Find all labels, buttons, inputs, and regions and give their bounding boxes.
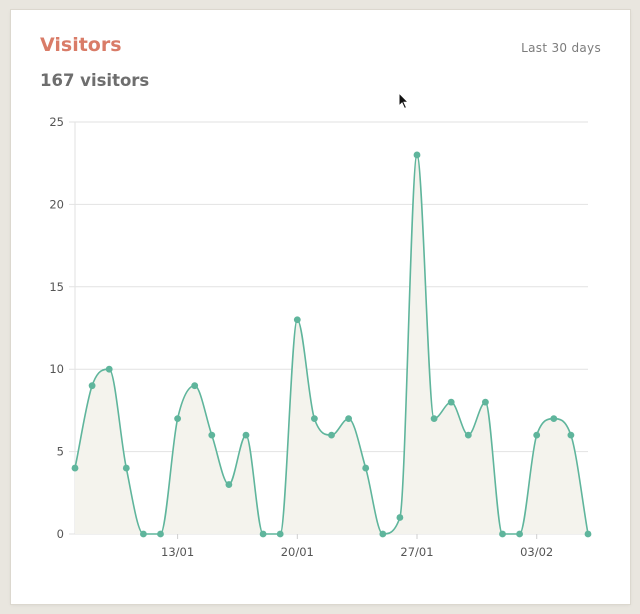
data-point[interactable] bbox=[464, 431, 472, 439]
y-tick-label: 20 bbox=[49, 197, 64, 211]
x-axis-ticks: 13/01 20/01 27/01 03/02 bbox=[161, 534, 553, 559]
data-point[interactable] bbox=[311, 415, 318, 423]
data-point[interactable] bbox=[293, 316, 301, 324]
data-point[interactable] bbox=[447, 398, 455, 406]
data-point[interactable] bbox=[276, 530, 284, 538]
data-point[interactable] bbox=[584, 530, 592, 538]
data-point[interactable] bbox=[533, 431, 541, 439]
data-point[interactable] bbox=[396, 514, 404, 521]
x-tick-label: 20/01 bbox=[281, 545, 314, 559]
data-point[interactable] bbox=[88, 382, 96, 390]
x-tick-label: 27/01 bbox=[400, 545, 433, 559]
data-point[interactable] bbox=[430, 415, 438, 423]
area-fill bbox=[75, 154, 588, 534]
data-point[interactable] bbox=[259, 530, 267, 538]
data-point[interactable] bbox=[345, 415, 352, 423]
y-tick-label: 15 bbox=[49, 280, 64, 294]
data-point[interactable] bbox=[482, 398, 489, 406]
y-tick-label: 25 bbox=[49, 115, 64, 129]
x-tick-label: 03/02 bbox=[520, 545, 553, 559]
data-point[interactable] bbox=[242, 431, 250, 439]
card-title: Visitors bbox=[40, 34, 122, 56]
data-point[interactable] bbox=[140, 530, 147, 538]
x-tick-label: 13/01 bbox=[161, 545, 194, 559]
date-range-label[interactable]: Last 30 days bbox=[521, 41, 601, 55]
data-point[interactable] bbox=[122, 464, 130, 472]
data-point[interactable] bbox=[362, 464, 370, 472]
y-tick-label: 10 bbox=[49, 362, 64, 376]
series-line bbox=[74, 154, 589, 535]
y-tick-label: 5 bbox=[57, 445, 64, 459]
data-point[interactable] bbox=[208, 431, 216, 439]
data-point[interactable] bbox=[105, 365, 113, 373]
y-axis-ticks: 0 5 10 15 20 25 bbox=[49, 115, 64, 541]
data-points bbox=[71, 151, 592, 538]
data-point[interactable] bbox=[157, 530, 164, 538]
mouse-cursor-icon bbox=[398, 92, 410, 110]
data-point[interactable] bbox=[550, 415, 558, 423]
data-point[interactable] bbox=[174, 415, 182, 423]
data-point[interactable] bbox=[71, 464, 79, 472]
data-point[interactable] bbox=[191, 382, 199, 390]
data-point[interactable] bbox=[516, 530, 523, 538]
data-point[interactable] bbox=[413, 151, 421, 159]
data-point[interactable] bbox=[225, 481, 233, 488]
y-tick-label: 0 bbox=[57, 527, 64, 541]
data-point[interactable] bbox=[567, 431, 575, 439]
data-point[interactable] bbox=[328, 431, 335, 439]
data-point[interactable] bbox=[499, 530, 506, 538]
visitor-total: 167 visitors bbox=[40, 71, 150, 90]
data-point[interactable] bbox=[379, 530, 387, 538]
